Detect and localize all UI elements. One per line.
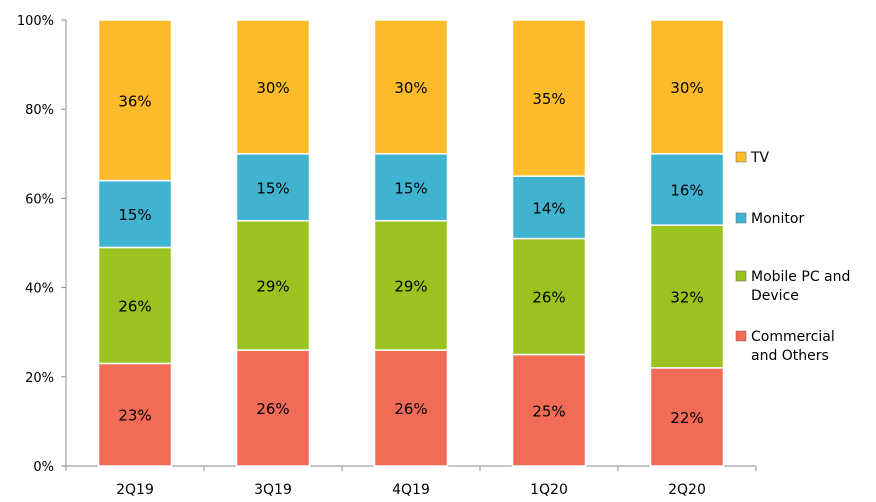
bar-segment — [373, 219, 449, 351]
data-label: 26% — [118, 297, 151, 315]
bar-segment — [649, 367, 725, 467]
bar-segment — [511, 353, 587, 467]
data-label: 29% — [394, 277, 427, 295]
bar-segment — [511, 237, 587, 356]
bar-segment — [235, 349, 311, 467]
data-label: 26% — [394, 400, 427, 418]
legend-label: Commercial — [751, 329, 835, 345]
data-label: 25% — [532, 402, 565, 420]
data-label: 23% — [118, 407, 151, 425]
data-label: 26% — [256, 400, 289, 418]
legend-swatch — [735, 330, 747, 342]
data-label: 36% — [118, 92, 151, 110]
bars: 23% 26% 15% 36% 26% 29% 15% 30% 26% 29% 15% 30% 25% 2… — [97, 19, 725, 467]
bar-segment — [511, 19, 587, 177]
data-label: 35% — [532, 90, 565, 108]
y-tick-label: 100% — [17, 14, 54, 29]
bar-segment — [649, 224, 725, 369]
legend-label: Mobile PC and — [751, 269, 850, 285]
bar-segment — [235, 153, 311, 222]
data-label: 22% — [670, 409, 703, 427]
legend-swatch — [735, 151, 747, 163]
data-label: 26% — [532, 289, 565, 307]
y-tick-label: 20% — [25, 371, 54, 386]
data-label: 30% — [670, 79, 703, 97]
data-label: 15% — [394, 179, 427, 197]
bar-segment — [373, 349, 449, 467]
data-label: 14% — [532, 199, 565, 217]
legend-label: TV — [750, 150, 770, 166]
bar-segment — [373, 153, 449, 222]
legend-label: Device — [751, 288, 799, 304]
y-axis: 0% 20% 40% 60% 80% 100% — [17, 14, 67, 475]
x-category-label: 2Q19 — [116, 482, 154, 498]
bar-segment — [97, 179, 173, 249]
data-label: 30% — [394, 79, 427, 97]
legend-label: and Others — [751, 348, 829, 364]
bar-segment — [97, 246, 173, 365]
legend-swatch — [735, 270, 747, 282]
y-tick-label: 40% — [25, 282, 54, 297]
data-label: 15% — [118, 206, 151, 224]
data-label: 29% — [256, 277, 289, 295]
bar-segment — [373, 19, 449, 155]
legend: TV Monitor Mobile PC and Device Commercial an… — [735, 150, 850, 364]
bar-segment — [649, 19, 725, 155]
bar-segment — [97, 362, 173, 467]
data-label: 16% — [670, 181, 703, 199]
bar-segment — [235, 19, 311, 155]
legend-label: Monitor — [751, 211, 804, 227]
x-category-label: 3Q19 — [254, 482, 292, 498]
x-category-label: 1Q20 — [530, 482, 568, 498]
data-label: 32% — [670, 289, 703, 307]
legend-swatch — [735, 212, 747, 224]
bar-segment — [235, 219, 311, 351]
y-tick-label: 0% — [33, 460, 54, 475]
data-label: 30% — [256, 79, 289, 97]
x-category-label: 2Q20 — [668, 482, 706, 498]
y-tick-label: 60% — [25, 192, 54, 207]
x-axis: 2Q19 3Q19 4Q19 1Q20 2Q20 — [65, 465, 757, 498]
x-category-label: 4Q19 — [392, 482, 430, 498]
data-label: 15% — [256, 179, 289, 197]
bar-segment — [511, 175, 587, 240]
y-tick-label: 80% — [25, 103, 54, 118]
bar-segment — [97, 19, 173, 182]
bar-segment — [649, 153, 725, 226]
